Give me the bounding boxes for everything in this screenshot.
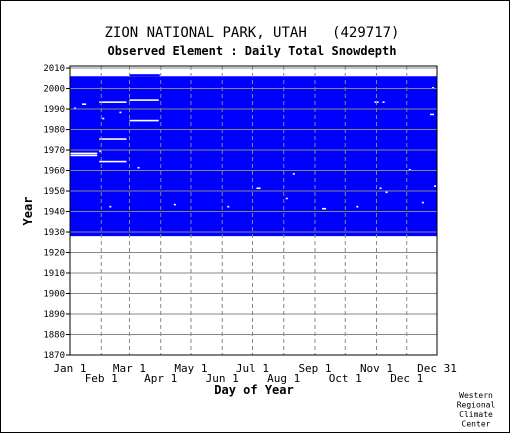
y-tick-label: 1900 (43, 290, 65, 300)
x-axis-label: Day of Year (214, 383, 293, 397)
missing-data-segment (74, 107, 77, 110)
x-tick-label: Oct 1 (329, 372, 362, 385)
y-tick-label: 1910 (43, 269, 65, 279)
x-tick-label: Feb 1 (85, 372, 118, 385)
wrcc-credit-line: Center (462, 420, 491, 429)
plot-area-border (69, 65, 438, 356)
y-tick-label: 1880 (43, 331, 65, 341)
missing-data-segment (173, 203, 176, 206)
x-tick-label: Aug 1 (267, 372, 300, 385)
y-tick-label: 1940 (43, 208, 65, 218)
missing-data-segment (99, 160, 127, 163)
x-tick-label: Apr 1 (144, 372, 177, 385)
y-tick-label: 1920 (43, 249, 65, 259)
missing-data-segment (429, 113, 434, 116)
missing-data-segment (356, 205, 359, 208)
y-tick-label: 2010 (43, 64, 65, 74)
x-tick-label: Sep 1 (298, 362, 331, 375)
y-tick-label: 1870 (43, 351, 65, 361)
x-tick-label: Dec 31 (417, 362, 457, 375)
data-coverage-block (70, 76, 437, 237)
missing-data-segment (137, 166, 140, 169)
missing-data-segment (292, 173, 295, 175)
missing-data-segment (408, 168, 411, 171)
partial-year-data (129, 74, 160, 77)
missing-data-segment (256, 187, 261, 190)
wrcc-credit-line: Regional (457, 401, 496, 410)
missing-data-segment (431, 86, 434, 89)
missing-data-segment (82, 103, 87, 105)
missing-data-segment (119, 111, 122, 114)
missing-data-segment (421, 201, 424, 204)
x-tick-label: Nov 1 (360, 362, 393, 375)
missing-data-segment (382, 101, 385, 103)
y-axis-label: Year (21, 197, 35, 226)
x-tick-label: Mar 1 (113, 362, 146, 375)
chart-title: ZION NATIONAL PARK, UTAH (429717) (104, 25, 399, 41)
y-tick-label: 1950 (43, 187, 65, 197)
missing-data-segment (285, 197, 288, 200)
missing-data-segment (99, 101, 127, 103)
y-tick-label: 2000 (43, 85, 65, 95)
missing-data-segment (70, 154, 98, 157)
missing-data-segment (70, 152, 98, 155)
x-tick-label: Dec 1 (390, 372, 423, 385)
missing-data-segment (227, 205, 230, 208)
missing-data-segment (129, 99, 159, 101)
wrcc-credit-line: Climate (459, 410, 493, 419)
chart-subtitle: Observed Element : Daily Total Snowdepth (108, 44, 397, 58)
missing-data-segment (99, 138, 127, 140)
missing-data-segment (102, 117, 105, 120)
missing-data-segment (385, 191, 388, 194)
x-tick-label: Jun 1 (206, 372, 239, 385)
y-tick-label: 1960 (43, 167, 65, 177)
x-tick-label: May 1 (174, 362, 207, 375)
wrcc-credit-line: Western (459, 391, 493, 400)
x-tick-label: Jan 1 (53, 362, 86, 375)
missing-data-segment (322, 207, 327, 210)
y-tick-label: 1990 (43, 105, 65, 115)
y-tick-label: 1930 (43, 228, 65, 238)
x-tick-label: Jul 1 (236, 362, 269, 375)
y-tick-label: 1980 (43, 126, 65, 136)
missing-data-segment (379, 187, 382, 190)
y-tick-label: 1890 (43, 310, 65, 320)
missing-data-segment (109, 205, 112, 208)
missing-data-segment (433, 185, 436, 187)
missing-data-segment (99, 150, 102, 153)
missing-data-segment (129, 119, 159, 122)
y-tick-label: 1970 (43, 146, 65, 156)
